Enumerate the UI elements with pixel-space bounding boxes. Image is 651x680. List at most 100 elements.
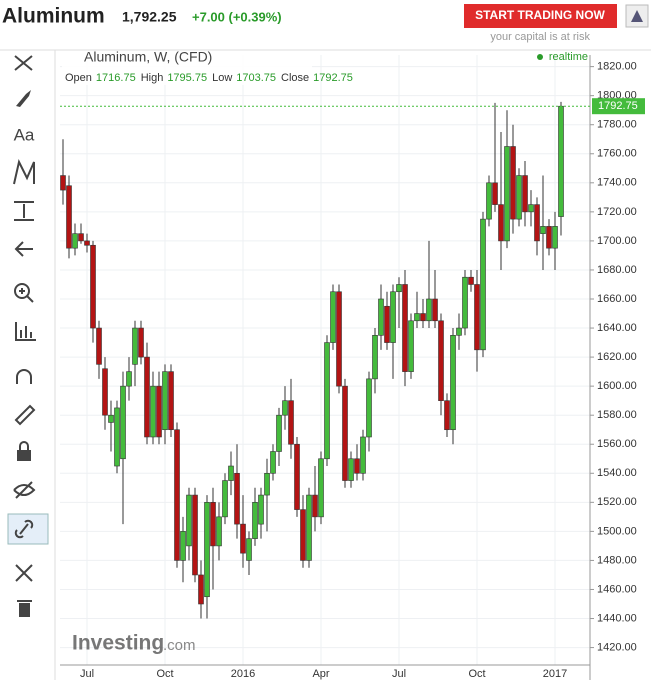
button-bg	[464, 4, 617, 28]
candle-body	[420, 313, 426, 322]
pencil-tool[interactable]	[14, 404, 36, 426]
candle-body	[270, 451, 276, 474]
candle-body	[330, 291, 336, 343]
y-tick-label: 1580.00	[597, 409, 637, 421]
zoom-tool[interactable]	[14, 283, 34, 303]
candle-body	[492, 182, 498, 205]
legend-value: 1792.75	[313, 72, 353, 84]
candle-body	[120, 385, 126, 460]
candle-body	[486, 182, 492, 220]
candle-body	[558, 105, 564, 217]
x-tick-label: 2016	[231, 668, 255, 680]
candle-body	[174, 429, 180, 561]
candle-body	[468, 276, 474, 285]
candle-body	[186, 494, 192, 547]
candle-body	[378, 298, 384, 336]
legend-label: Open	[65, 72, 92, 84]
start-trading-button[interactable]: START TRADING NOW	[464, 4, 617, 28]
candle-body	[84, 240, 90, 246]
candle-body	[90, 244, 96, 329]
candle-body	[114, 407, 120, 467]
cross-tool[interactable]	[14, 55, 33, 71]
watermark-suffix: .com	[163, 637, 196, 654]
x-tick-label: Jul	[392, 668, 406, 680]
measure-tool[interactable]	[14, 201, 34, 221]
candle-body	[456, 327, 462, 336]
candle-body	[324, 342, 330, 460]
candle-body	[198, 574, 204, 605]
candle-body	[534, 204, 540, 242]
candle-body	[306, 494, 312, 561]
candle-body	[498, 204, 504, 242]
candle-body	[204, 502, 210, 598]
candle-body	[294, 443, 300, 510]
candle-body	[180, 531, 186, 561]
candle-body	[360, 436, 366, 474]
candle-body	[546, 226, 552, 249]
brush-tool[interactable]	[16, 90, 31, 107]
legend-label: Low	[212, 72, 232, 84]
candle-body	[282, 400, 288, 416]
toolbar: Aa	[7, 50, 56, 680]
lock-tool[interactable]	[17, 441, 31, 461]
candle-body	[132, 327, 138, 365]
candle-body	[348, 458, 354, 481]
candle-body	[366, 378, 372, 438]
y-tick-label: 1600.00	[597, 380, 637, 392]
candle-body	[450, 335, 456, 431]
candle-body	[402, 284, 408, 372]
y-tick-label: 1740.00	[597, 177, 637, 189]
hide-tool[interactable]	[13, 481, 36, 499]
candle-body	[222, 480, 228, 518]
chart-title: Aluminum, W, (CFD)	[84, 49, 212, 65]
candle-body	[102, 368, 108, 416]
y-tick-label: 1440.00	[597, 612, 637, 624]
candle-body	[168, 371, 174, 431]
text-tool[interactable]: Aa	[14, 125, 35, 144]
candle-body	[384, 305, 390, 343]
candle-body	[252, 502, 258, 539]
y-tick-label: 1500.00	[597, 525, 637, 537]
delete-tool[interactable]	[17, 600, 32, 617]
back-tool[interactable]	[14, 241, 33, 257]
candle-body	[318, 458, 324, 518]
candle-body	[522, 175, 528, 213]
candle-body	[372, 335, 378, 380]
candle-body	[408, 320, 414, 372]
candle-body	[264, 472, 270, 496]
candle-body	[162, 371, 168, 431]
candle-body	[336, 291, 342, 387]
y-tick-label: 1560.00	[597, 438, 637, 450]
button-label[interactable]: START TRADING NOW	[475, 8, 605, 22]
magnet-tool[interactable]	[16, 369, 32, 384]
settings-tool[interactable]	[15, 564, 33, 582]
candle-body	[210, 502, 216, 547]
candle-body	[72, 233, 78, 249]
indicator-tool[interactable]	[15, 322, 36, 341]
candle-body	[444, 400, 450, 431]
candle-body	[414, 313, 420, 322]
candle-body	[246, 538, 252, 561]
pattern-tool[interactable]	[13, 159, 35, 185]
alert-icon[interactable]	[625, 4, 649, 28]
realtime-status: realtime	[549, 51, 588, 63]
y-tick-label: 1780.00	[597, 119, 637, 131]
y-tick-label: 1760.00	[597, 148, 637, 160]
legend-label: High	[141, 72, 164, 84]
candle-body	[150, 385, 156, 438]
candle-body	[552, 226, 558, 249]
candle-body	[108, 414, 114, 423]
candle-body	[240, 523, 246, 554]
candle-body	[312, 494, 318, 518]
link-tool[interactable]	[7, 513, 49, 545]
x-tick-label: Jul	[80, 668, 94, 680]
last-price-box	[592, 98, 645, 115]
price: 1,792.25	[122, 9, 177, 25]
candle-body	[438, 320, 444, 401]
y-tick-label: 1640.00	[597, 322, 637, 334]
candle-body	[516, 175, 522, 220]
legend-bg	[62, 55, 312, 85]
candle-body	[432, 298, 438, 322]
x-tick-label: 2017	[543, 668, 567, 680]
candle-body	[258, 494, 264, 525]
